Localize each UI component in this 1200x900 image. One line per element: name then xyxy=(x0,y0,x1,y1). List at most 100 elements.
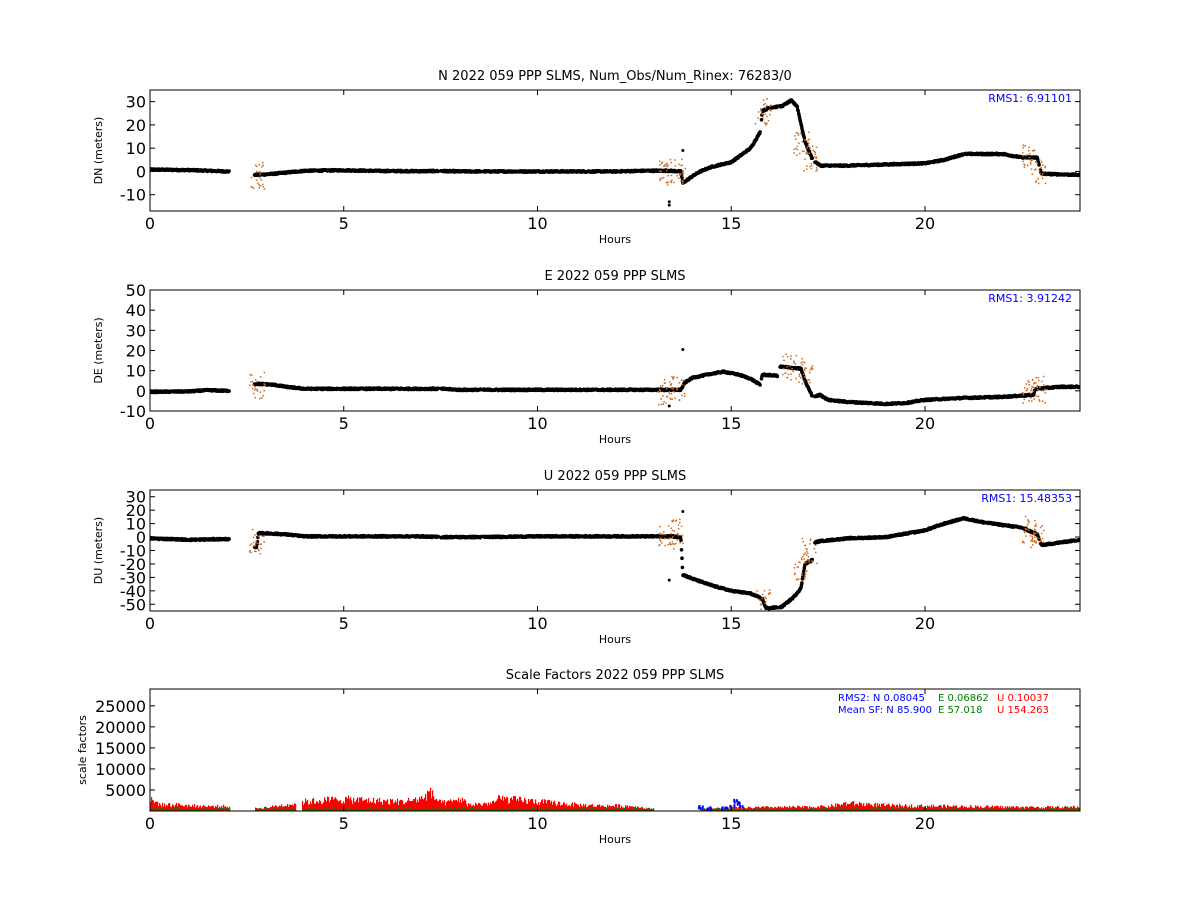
residual-point xyxy=(262,183,264,186)
residual-point xyxy=(657,391,660,393)
data-point xyxy=(775,104,780,108)
residual-point xyxy=(1044,166,1046,169)
residual-point xyxy=(262,394,264,397)
residual-point xyxy=(1035,181,1037,183)
residual-point xyxy=(261,166,263,168)
residual-point xyxy=(769,108,771,111)
data-point xyxy=(436,169,441,174)
residual-point xyxy=(676,376,678,379)
residual-point xyxy=(259,173,261,176)
residual-point xyxy=(760,110,763,112)
residual-point xyxy=(1037,389,1039,391)
residual-point xyxy=(814,151,816,153)
residual-point xyxy=(1035,161,1037,163)
residual-point xyxy=(1029,161,1032,164)
residual-point xyxy=(674,397,676,400)
y-tick-label: 0 xyxy=(136,162,146,181)
residual-point xyxy=(1028,146,1030,149)
residual-point xyxy=(1030,160,1032,162)
rms-annotation: RMS1: 6.91101 xyxy=(988,92,1072,105)
residual-point xyxy=(806,151,808,153)
residual-point xyxy=(793,148,795,151)
residual-point xyxy=(669,397,671,400)
residual-point xyxy=(806,165,808,167)
residual-point xyxy=(1045,389,1047,391)
residual-point xyxy=(1038,379,1040,382)
residual-point xyxy=(811,164,813,167)
outlier-point xyxy=(667,200,671,204)
residual-point xyxy=(1028,381,1030,383)
chart-title: N 2022 059 PPP SLMS, Num_Obs/Num_Rinex: … xyxy=(438,69,792,84)
residual-point xyxy=(1031,159,1033,161)
residual-point xyxy=(769,104,772,107)
residual-point xyxy=(682,172,684,174)
residual-point xyxy=(1037,376,1040,379)
data-point xyxy=(759,118,764,122)
x-tick-label: 15 xyxy=(721,414,741,433)
residual-point xyxy=(257,182,259,184)
residual-point xyxy=(256,380,258,383)
residual-point xyxy=(1030,389,1032,392)
residual-point xyxy=(681,180,683,182)
residual-point xyxy=(682,379,685,381)
residual-point xyxy=(803,367,806,369)
y-tick-label: 20 xyxy=(126,116,146,135)
residual-point xyxy=(669,180,672,183)
data-point xyxy=(810,394,814,398)
residual-point xyxy=(760,108,762,110)
residual-point xyxy=(801,358,803,360)
residual-point xyxy=(798,142,800,144)
residual-point xyxy=(670,398,672,400)
rms-annotation: RMS1: 3.91242 xyxy=(988,292,1072,305)
residual-point xyxy=(1032,150,1034,152)
residual-point xyxy=(782,355,784,358)
residual-point xyxy=(1028,400,1030,402)
residual-point xyxy=(783,359,785,362)
residual-point xyxy=(666,169,668,172)
residual-point xyxy=(666,162,668,165)
residual-point xyxy=(672,388,674,390)
outlier-point xyxy=(667,203,671,207)
residual-point xyxy=(262,186,265,188)
x-tick-label: 10 xyxy=(527,414,547,433)
residual-point xyxy=(253,389,256,391)
residual-point xyxy=(256,170,258,173)
y-tick-label: 10 xyxy=(126,362,146,381)
plot-area xyxy=(150,510,1080,611)
residual-point xyxy=(794,363,797,365)
residual-point xyxy=(795,138,797,140)
residual-point xyxy=(793,361,795,364)
residual-point xyxy=(661,162,663,165)
residual-point xyxy=(816,168,818,171)
residual-point xyxy=(810,368,812,370)
residual-point xyxy=(1035,180,1038,182)
residual-point xyxy=(1043,375,1045,378)
residual-point xyxy=(806,153,809,155)
residual-point xyxy=(680,379,683,381)
residual-point xyxy=(809,369,812,371)
residual-point xyxy=(797,132,799,134)
y-tick-label: 40 xyxy=(126,301,146,320)
residual-point xyxy=(250,176,253,179)
residual-point xyxy=(1041,380,1043,383)
residual-point xyxy=(809,165,811,168)
residual-point xyxy=(766,105,768,107)
residual-point xyxy=(682,180,684,182)
residual-point xyxy=(1031,379,1034,381)
axes-frame xyxy=(149,289,1081,412)
residual-point xyxy=(1028,156,1031,159)
residual-point xyxy=(787,356,789,358)
residual-point xyxy=(251,374,253,376)
residual-point xyxy=(1044,402,1046,404)
y-tick-label: 30 xyxy=(126,321,146,340)
residual-point xyxy=(262,164,264,167)
residual-point xyxy=(684,395,686,397)
residual-point xyxy=(792,370,794,373)
residual-point xyxy=(663,165,665,167)
residual-point xyxy=(251,387,254,390)
residual-point xyxy=(263,383,265,385)
residual-point xyxy=(803,369,806,371)
residual-point xyxy=(1035,377,1037,379)
residual-point xyxy=(803,380,805,382)
residual-point xyxy=(1037,182,1040,185)
